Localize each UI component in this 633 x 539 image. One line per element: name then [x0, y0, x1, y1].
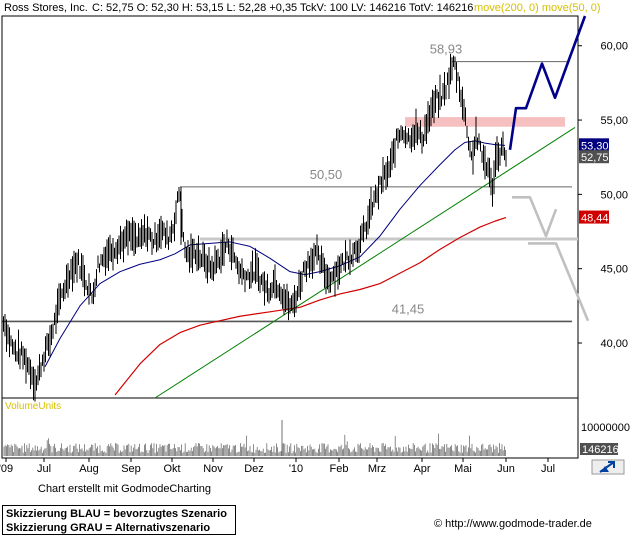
price-tick-label: 55,00 [600, 115, 628, 127]
header-name: Ross Stores, Inc. [4, 2, 88, 14]
x-tick-label: Apr [413, 463, 430, 475]
volume-label: VolumeUnits [5, 401, 61, 412]
x-tick-label: Sep [121, 463, 141, 475]
x-tick-label: Jul [541, 463, 555, 475]
x-tick-label: Mai [454, 463, 472, 475]
x-tick-label: Nov [203, 463, 223, 475]
price-tick-label: 50,00 [600, 189, 628, 201]
last-close-label: 52,75 [581, 152, 609, 164]
x-tick-label: Jul [37, 463, 51, 475]
volume-tick-label: 10000000 [581, 422, 630, 434]
level-label: 58,93 [430, 42, 463, 57]
triangle-icon [601, 466, 609, 472]
chart-credit: Chart erstellt mit GodmodeCharting [38, 483, 212, 495]
ma50-line [44, 140, 506, 368]
trendline [154, 127, 576, 399]
price-panel [1, 15, 579, 399]
last-volume-bg [580, 443, 618, 455]
level-label: 50,50 [310, 167, 343, 182]
grey-scenario-line [512, 196, 558, 238]
grey-scenario-line [528, 242, 590, 322]
footer-url-link[interactable]: http://www.godmode-trader.de [445, 518, 592, 530]
x-tick-label: Jun [497, 463, 515, 475]
last-volume-label: 146216 [582, 444, 619, 456]
x-tick-label: Mrz [368, 463, 386, 475]
resistance-zone [405, 117, 565, 127]
copyright-symbol: © [434, 518, 443, 530]
ma200-price-label-bg [579, 210, 609, 224]
price-tick-label: 40,00 [600, 338, 628, 350]
blue-scenario-line [508, 15, 587, 150]
x-tick-label: '09 [0, 463, 13, 475]
legend-grey: Skizzierung GRAU = Alternativszenario [6, 522, 211, 534]
x-tick-label: Feb [330, 463, 349, 475]
ma200-price-label: 48,44 [581, 213, 609, 225]
ma50-price-label: 53,30 [581, 140, 609, 152]
last-close-label-bg [579, 150, 609, 164]
ma200-line [114, 216, 507, 396]
scenario-legend: Skizzierung BLAU = bevorzugtes Szenario … [2, 505, 236, 535]
price-tick-label: 60,00 [600, 41, 628, 53]
x-tick-label: Okt [163, 463, 180, 475]
legend-blue: Skizzierung BLAU = bevorzugtes Szenario [6, 508, 227, 520]
x-tick-label: Aug [79, 463, 99, 475]
header-quote: C: 52,75 O: 52,30 H: 53,15 L: 52,28 +0,3… [92, 2, 473, 14]
level-label: 41,45 [392, 301, 425, 316]
price-tick-label: 45,00 [600, 264, 628, 276]
header-ma-legend: move(200, 0) move(50, 0) [474, 2, 601, 14]
footer: © http://www.godmode-trader.de [434, 518, 592, 530]
x-tick-label: '10 [289, 463, 303, 475]
ma50-price-label-bg [579, 138, 609, 152]
x-tick-label: Dez [244, 463, 264, 475]
